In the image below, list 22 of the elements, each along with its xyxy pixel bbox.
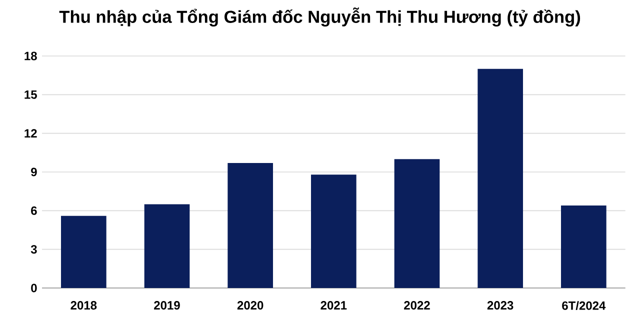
y-tick-label: 0	[31, 284, 37, 292]
y-tick-label: 6	[31, 206, 37, 215]
bar	[311, 174, 356, 288]
x-tick-label: 2023	[487, 301, 514, 310]
bar	[61, 216, 106, 288]
x-tick-label: 2020	[237, 301, 264, 310]
x-tick-label: 2019	[154, 301, 180, 310]
y-tick-label: 9	[31, 168, 37, 176]
y-tick-label: 12	[24, 129, 37, 138]
bar	[561, 206, 606, 288]
bar	[144, 204, 190, 288]
x-tick-label: 2021	[320, 301, 347, 310]
y-tick-label: 18	[24, 52, 37, 60]
x-tick-label: 2018	[70, 301, 97, 310]
x-tick-label: 2022	[404, 301, 430, 310]
x-tick-label: 6T/2024	[562, 301, 606, 310]
bar	[478, 68, 523, 288]
chart-title: Thu nhập của Tổng Giám đốc Nguyễn Thị Thu Hương (tỷ đồng)	[59, 8, 580, 26]
bar	[228, 162, 273, 288]
bar	[394, 159, 440, 288]
y-tick-label: 15	[24, 90, 37, 99]
y-tick-label: 3	[30, 245, 37, 254]
